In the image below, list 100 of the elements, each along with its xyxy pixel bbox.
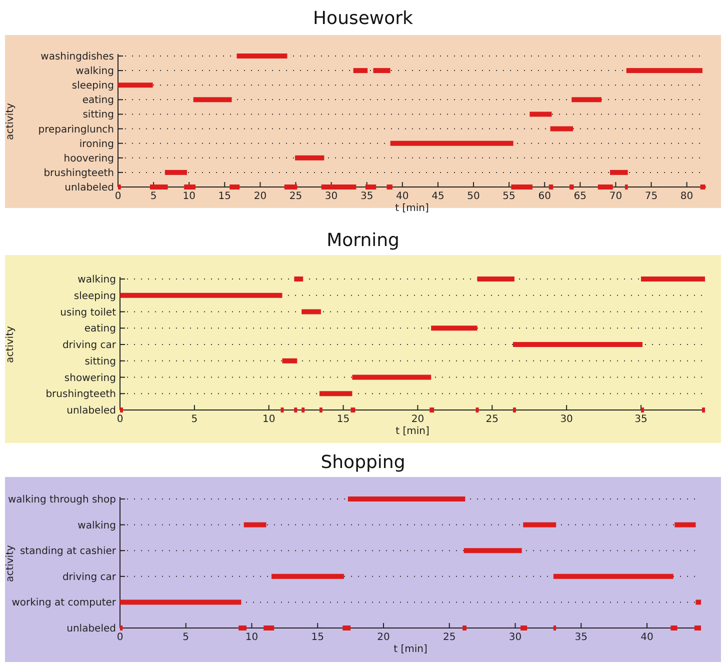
bar (319, 408, 322, 412)
y-tick-label: eating (84, 324, 116, 335)
x-tick-label: 20 (377, 632, 390, 643)
y-tick-label: hoovering (64, 153, 114, 164)
x-tick-label: 5 (150, 191, 157, 202)
bar (321, 184, 356, 190)
x-tick-label: 5 (182, 632, 190, 643)
bar (193, 97, 232, 102)
bar (244, 522, 266, 528)
y-tick-label: eating (82, 95, 114, 106)
y-tick-label: using toilet (60, 307, 116, 318)
x-axis-title: t [min] (394, 644, 428, 655)
bar (352, 374, 432, 380)
bar (294, 408, 298, 412)
bar (550, 126, 574, 132)
bar (120, 408, 123, 412)
y-tick-label: driving car (62, 340, 117, 351)
x-tick-label: 10 (182, 191, 196, 202)
bar (184, 184, 196, 190)
bar (120, 600, 242, 605)
bar (342, 626, 351, 630)
x-tick-label: 25 (443, 632, 456, 643)
bar (572, 97, 602, 102)
bar (640, 408, 644, 412)
bar (264, 626, 274, 630)
bar (431, 326, 478, 331)
bar (118, 184, 121, 190)
x-tick-label: 75 (644, 191, 658, 202)
bar (626, 68, 702, 74)
x-tick-label: 35 (634, 414, 648, 425)
bar (640, 276, 705, 282)
x-tick-label: 35 (574, 632, 588, 643)
bar (302, 309, 321, 314)
x-tick-label: 25 (486, 414, 499, 425)
x-tick-label: 20 (411, 414, 424, 425)
bar (702, 408, 705, 412)
bar (284, 184, 298, 190)
bar (569, 184, 574, 190)
bar (238, 626, 246, 630)
y-tick-label: ironing (79, 138, 114, 150)
bar (553, 574, 674, 579)
bar (694, 626, 701, 630)
x-tick-label: 25 (289, 191, 302, 202)
bar (598, 184, 613, 190)
y-tick-label: unlabeled (64, 182, 114, 194)
x-tick-label: 5 (191, 414, 198, 425)
y-tick-label: working at computer (12, 598, 117, 609)
bar (319, 391, 352, 396)
bar (353, 68, 368, 74)
bar (462, 626, 466, 630)
x-tick-label: 10 (262, 414, 276, 425)
bar (700, 184, 706, 190)
y-tick-label: walking (78, 274, 116, 286)
x-tick-label: 45 (432, 191, 444, 202)
x-tick-label: 80 (680, 191, 694, 202)
bar (295, 155, 324, 160)
bar (512, 342, 642, 347)
bar (624, 184, 628, 190)
bar (282, 358, 298, 364)
bar (674, 522, 696, 528)
x-tick-label: 65 (574, 191, 587, 202)
bar (236, 54, 288, 58)
x-tick-label: 50 (467, 191, 480, 202)
y-tick-label: sleeping (72, 80, 114, 92)
x-tick-label: 20 (254, 191, 267, 202)
y-axis-title: activity (5, 544, 16, 582)
y-tick-label: driving car (62, 572, 117, 583)
bar (120, 292, 282, 298)
x-tick-label: 30 (560, 414, 573, 425)
bar (390, 140, 514, 146)
bar (511, 184, 533, 190)
x-tick-label: 60 (538, 191, 551, 202)
bar (272, 574, 344, 579)
x-tick-label: 55 (502, 191, 516, 202)
x-axis-title: t [min] (396, 426, 430, 437)
bar (230, 184, 240, 190)
bar (464, 548, 522, 554)
bar (530, 112, 552, 117)
chart-title: Morning (326, 230, 400, 251)
x-tick-label: 10 (245, 632, 258, 643)
bar (520, 626, 528, 630)
x-tick-label: 15 (336, 414, 350, 425)
bar (386, 184, 392, 190)
y-tick-label: showering (64, 372, 116, 384)
bar (150, 184, 168, 190)
bar (373, 68, 390, 74)
bar (164, 170, 187, 175)
x-tick-label: 35 (360, 191, 374, 202)
x-tick-label: 30 (508, 632, 522, 643)
x-tick-label: 15 (311, 632, 324, 643)
y-tick-label: sitting (82, 110, 114, 121)
bar (553, 626, 556, 630)
y-tick-label: walking through shop (8, 494, 116, 506)
bar (430, 408, 434, 412)
y-tick-label: sleeping (74, 290, 116, 302)
bar (696, 600, 701, 605)
x-tick-label: 0 (116, 414, 124, 425)
bar (670, 626, 678, 630)
y-tick-label: standing at cashier (20, 546, 117, 558)
x-axis-title: t [min] (395, 203, 429, 214)
